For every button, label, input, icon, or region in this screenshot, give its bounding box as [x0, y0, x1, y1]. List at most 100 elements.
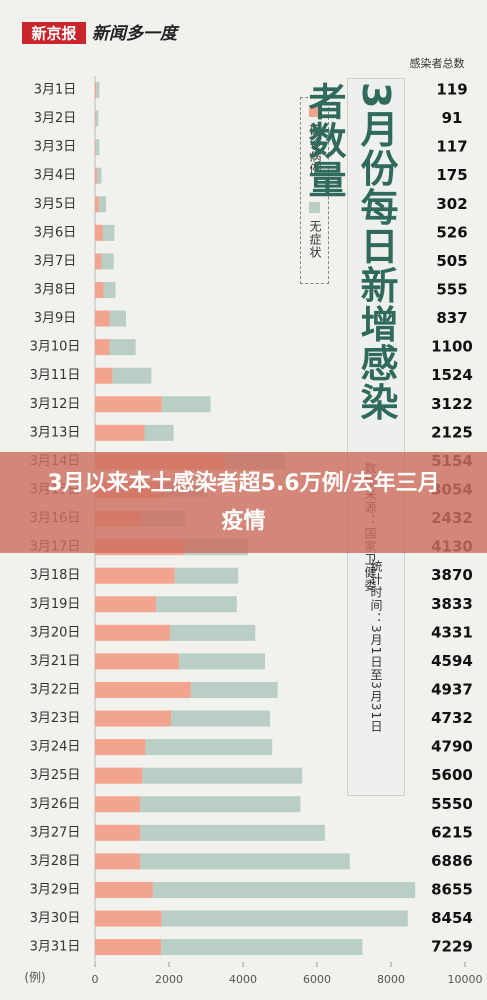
bar-segment — [170, 710, 271, 727]
bar-segment — [95, 567, 175, 584]
total-label: 3122 — [431, 395, 473, 413]
y-tick-label: 3月20日 — [30, 625, 81, 640]
bar-segment — [145, 739, 273, 756]
bar-segment — [161, 396, 211, 413]
total-label: 4331 — [431, 623, 473, 641]
bar-segment — [95, 796, 141, 813]
bar-segment — [95, 396, 162, 413]
bar-segment — [140, 853, 350, 870]
bar-segment — [95, 310, 110, 327]
bar-segment — [95, 596, 157, 613]
period: 统计时间：3月1日至3月31日 — [369, 560, 383, 734]
bar-segment — [103, 281, 116, 298]
bar-segment — [95, 881, 153, 898]
total-label: 505 — [436, 252, 467, 270]
bar-segment — [101, 253, 114, 270]
y-tick-label: 3月25日 — [30, 768, 81, 783]
total-label: 3870 — [431, 566, 473, 584]
bar-segment — [95, 853, 141, 870]
y-tick-label: 3月13日 — [30, 425, 81, 440]
total-label: 4594 — [431, 652, 473, 670]
bar-segment — [179, 653, 265, 670]
bar-segment — [190, 681, 278, 698]
y-tick-label: 3月12日 — [30, 397, 81, 412]
total-label: 7229 — [431, 938, 473, 956]
bar-segment — [112, 367, 152, 384]
y-tick-label: 3月18日 — [30, 568, 81, 583]
bar-segment — [161, 939, 363, 956]
legend-swatch — [309, 202, 320, 213]
bar-segment — [102, 224, 115, 241]
logo: 新京报 — [31, 25, 76, 43]
total-label: 5600 — [431, 766, 473, 784]
unit: (例) — [24, 971, 45, 985]
bar-segment — [156, 596, 237, 613]
bar-segment — [140, 796, 301, 813]
y-tick-label: 3月5日 — [34, 197, 77, 212]
y-tick-label: 3月26日 — [30, 797, 81, 812]
bar-segment — [174, 567, 239, 584]
bar-segment — [96, 82, 100, 98]
bar-segment — [95, 82, 97, 98]
bar-segment — [109, 339, 136, 356]
total-label: 119 — [436, 81, 467, 99]
bar-segment — [95, 367, 113, 384]
y-tick-label: 3月29日 — [30, 882, 81, 897]
bar-segment — [95, 167, 98, 184]
bar-segment — [95, 739, 146, 756]
x-tick-label: 4000 — [229, 973, 257, 986]
total-label: 8655 — [431, 880, 473, 898]
total-label: 302 — [436, 195, 467, 213]
totals-label: 感染者总数 — [410, 56, 465, 70]
bar-segment — [95, 253, 102, 270]
y-tick-label: 3月27日 — [30, 825, 81, 840]
bar-segment — [95, 767, 143, 784]
total-label: 4790 — [431, 738, 473, 756]
bar-segment — [95, 281, 104, 298]
y-tick-label: 3月2日 — [34, 111, 77, 126]
x-tick-label: 0 — [92, 973, 99, 986]
chart-title: 3月份每日新增感染者数量 — [302, 82, 398, 422]
bar-segment — [144, 424, 174, 441]
bar-segment — [95, 139, 100, 156]
title-box — [347, 78, 405, 796]
bar-segment — [95, 110, 99, 127]
bar-segment — [97, 167, 102, 184]
y-tick-label: 3月10日 — [30, 340, 81, 355]
legend-swatches — [309, 106, 320, 213]
total-label: 117 — [436, 138, 467, 156]
bar-segment — [95, 224, 103, 241]
bar-segment — [109, 310, 126, 327]
bar-segment — [95, 910, 162, 927]
total-label: 2125 — [431, 423, 473, 441]
y-tick-label: 3月23日 — [30, 711, 81, 726]
bar-segment — [161, 910, 408, 927]
y-tick-label: 3月6日 — [34, 225, 77, 240]
total-label: 4732 — [431, 709, 473, 727]
bar-segment — [142, 767, 303, 784]
bar-segment — [140, 824, 325, 841]
y-tick-label: 3月3日 — [34, 140, 77, 155]
total-label: 6215 — [431, 823, 473, 841]
legend: 确诊病例 无症状 — [300, 97, 329, 284]
banner: 3月以来本土感染者超5.6万例/去年三月疫情 — [0, 452, 487, 553]
bar-segment — [95, 681, 191, 698]
y-tick-label: 3月19日 — [30, 597, 81, 612]
y-tick-label: 3月11日 — [30, 368, 81, 383]
bar-segment — [95, 824, 141, 841]
total-label: 8454 — [431, 909, 473, 927]
bar-segment — [95, 196, 99, 213]
bar-segment — [98, 196, 107, 213]
y-tick-label: 3月30日 — [30, 911, 81, 926]
bar-segment — [95, 624, 170, 641]
total-label: 1524 — [431, 366, 473, 384]
bar-segment — [95, 339, 110, 356]
bar-segment — [95, 710, 171, 727]
total-label: 837 — [436, 309, 467, 327]
y-tick-label: 3月22日 — [30, 682, 81, 697]
bar-segment — [95, 939, 162, 956]
total-label: 3833 — [431, 595, 473, 613]
bar-segment — [95, 110, 96, 127]
logo-box — [22, 22, 86, 44]
